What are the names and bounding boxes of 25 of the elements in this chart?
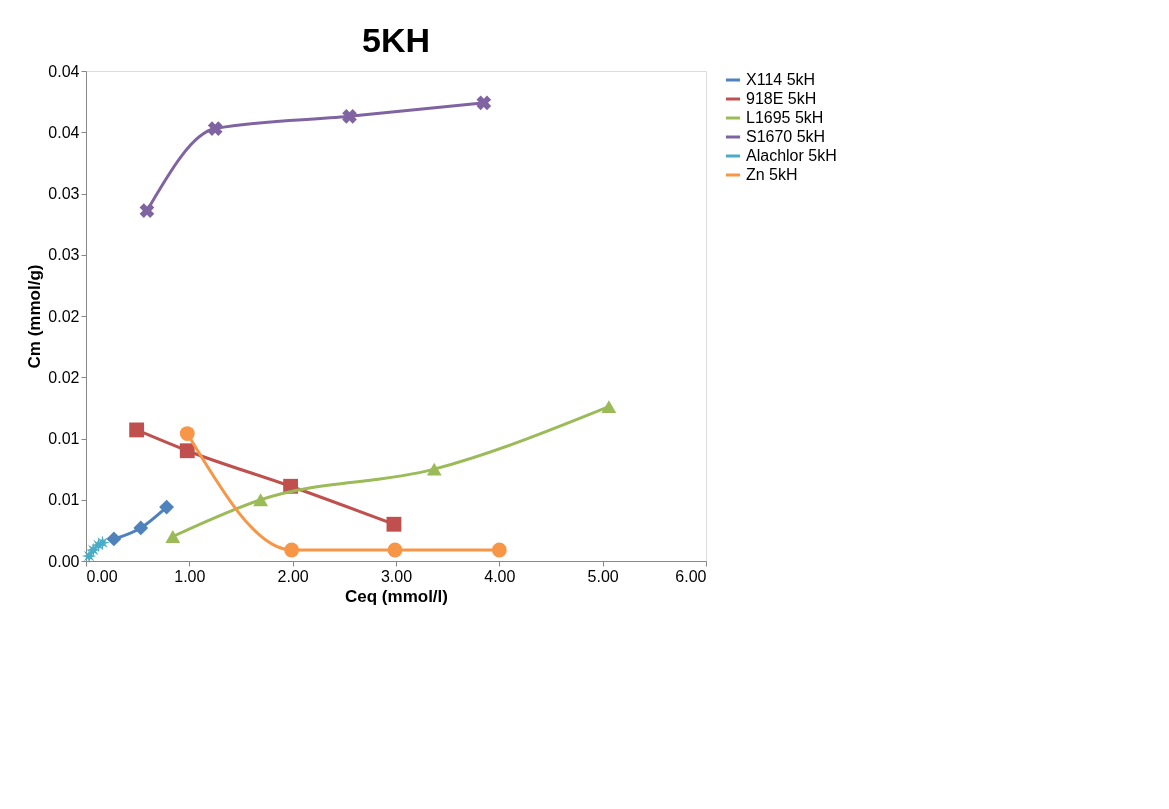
x-tick-label: 2.00	[277, 567, 309, 585]
x-tick-label: 5.00	[587, 567, 619, 585]
y-axis-title: Cm (mmol/g)	[25, 264, 45, 369]
legend-label: X114 5kH	[746, 71, 816, 88]
x-tick-label: 0.00	[86, 567, 118, 585]
x-axis-title: Ceq (mmol/l)	[345, 586, 448, 606]
legend-label: Alachlor 5kH	[746, 147, 837, 164]
y-tick-label: 0.04	[48, 123, 80, 141]
x-tick-label: 1.00	[174, 567, 206, 585]
y-tick-label: 0.03	[48, 185, 80, 202]
y-tick-label: 0.01	[48, 491, 80, 509]
y-tick-label: 0.03	[48, 246, 80, 264]
y-tick-label: 0.01	[48, 430, 80, 447]
y-tick-label: 0.02	[48, 368, 80, 386]
y-tick-label: 0.02	[48, 307, 80, 325]
y-tick-label: 0.04	[48, 62, 80, 80]
legend-label: Zn 5kH	[746, 166, 798, 183]
x-tick-label: 3.00	[380, 567, 413, 585]
y-tick-label: 0.00	[48, 552, 80, 570]
chart-title: 5KH	[361, 21, 431, 59]
legend-label: 918E 5kH	[746, 90, 817, 107]
legend-label: L1695 5kH	[746, 109, 824, 126]
x-tick-label: 4.00	[484, 567, 516, 585]
x-tick-label: 6.00	[675, 567, 707, 585]
legend-label: S1670 5kH	[746, 128, 826, 145]
